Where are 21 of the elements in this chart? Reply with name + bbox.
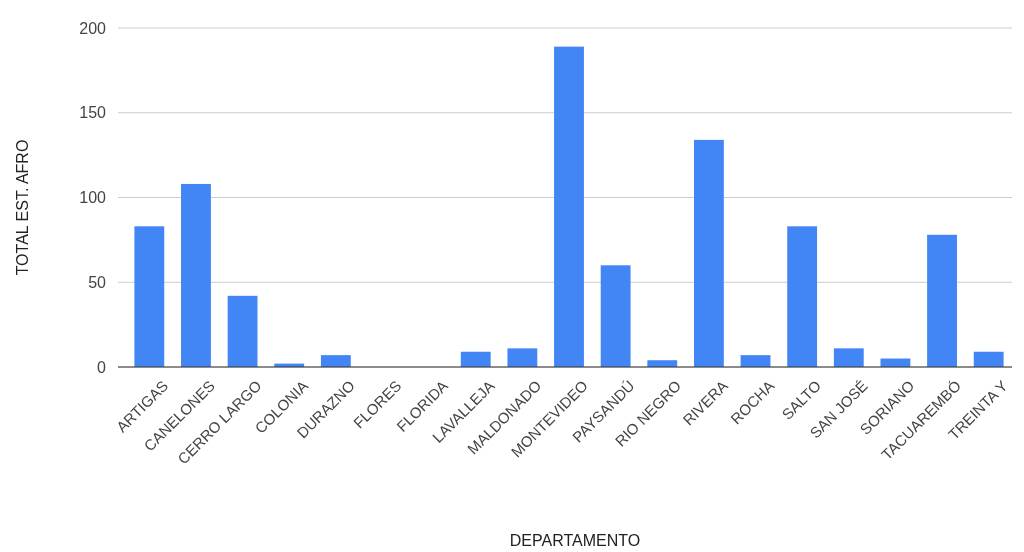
bar [320, 355, 351, 367]
bar [927, 234, 957, 367]
bar [460, 351, 491, 367]
bar [833, 348, 864, 367]
y-tick-label: 100 [79, 189, 107, 207]
y-tick-label: 200 [79, 19, 107, 37]
y-axis-title: TOTAL EST. AFRO [14, 139, 31, 276]
bar [134, 226, 165, 367]
y-tick-label: 50 [88, 273, 107, 291]
x-axis-title: DEPARTAMENTO [509, 532, 641, 549]
y-tick-label: 0 [97, 358, 107, 376]
bar [554, 46, 584, 367]
y-tick-label: 150 [79, 104, 107, 122]
bar [600, 265, 631, 367]
bar [181, 183, 211, 367]
bar [507, 348, 538, 367]
bar [227, 295, 258, 367]
bar [787, 226, 818, 367]
bar [973, 351, 1004, 367]
bar [740, 355, 771, 367]
bar [693, 139, 724, 367]
